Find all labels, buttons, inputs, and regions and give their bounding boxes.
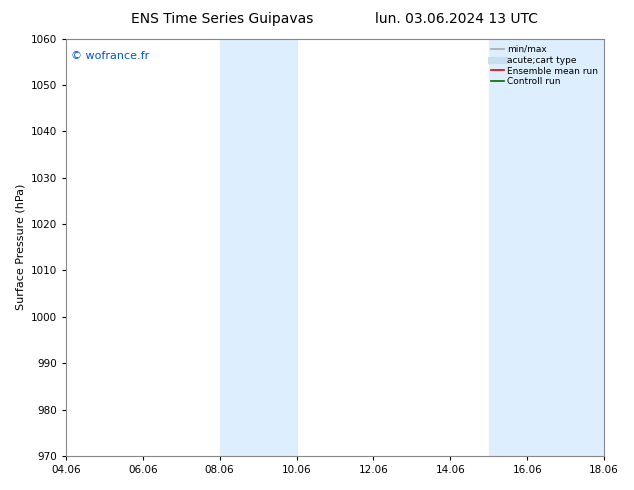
Legend: min/max, acute;cart type, Ensemble mean run, Controll run: min/max, acute;cart type, Ensemble mean … bbox=[487, 41, 602, 90]
Bar bbox=[219, 39, 258, 456]
Bar bbox=[527, 39, 604, 456]
Text: lun. 03.06.2024 13 UTC: lun. 03.06.2024 13 UTC bbox=[375, 12, 538, 26]
Y-axis label: Surface Pressure (hPa): Surface Pressure (hPa) bbox=[15, 184, 25, 311]
Bar bbox=[258, 39, 297, 456]
Text: ENS Time Series Guipavas: ENS Time Series Guipavas bbox=[131, 12, 313, 26]
Text: © wofrance.fr: © wofrance.fr bbox=[71, 51, 150, 61]
Bar bbox=[489, 39, 527, 456]
